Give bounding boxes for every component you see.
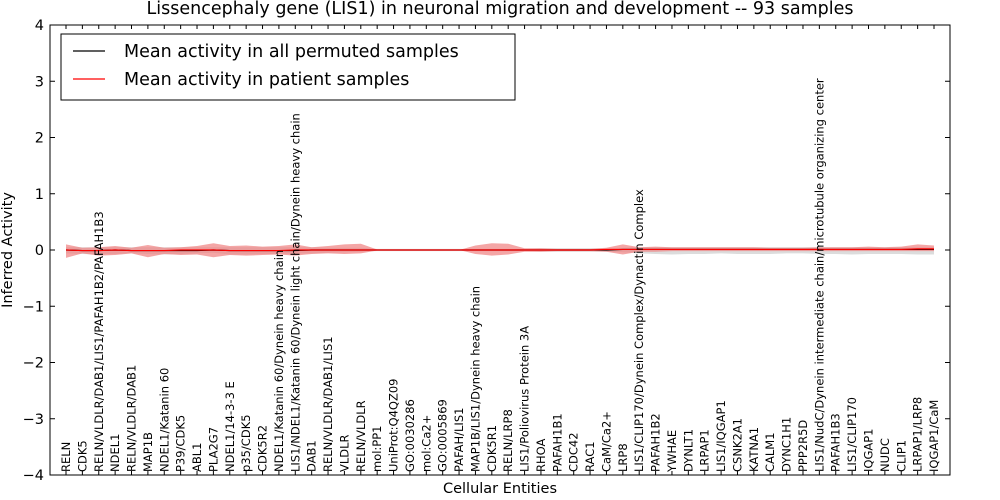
x-tick-label: CLIP1 <box>894 440 908 472</box>
x-tick-label: PAFAH1B2 <box>649 413 663 472</box>
x-tick-label: RELN/VLDLR/DAB1 <box>125 365 139 472</box>
y-tick-label: −2 <box>23 356 44 372</box>
x-tick-label: KATNA1 <box>747 427 761 472</box>
x-tick-label: CDK5R1 <box>485 425 499 472</box>
x-tick-label: IQGAP1 <box>861 429 875 472</box>
x-tick-label: RELN/VLDLR <box>354 400 368 472</box>
x-tick-label: ABL1 <box>190 443 204 472</box>
x-tick-label: CDC42 <box>567 432 581 472</box>
x-tick-label: GO:0005869 <box>436 399 450 472</box>
x-tick-label: RELN/VLDLR/DAB1/LIS1/PAFAH1B2/PAFAH1B3 <box>92 211 106 472</box>
y-tick-label: 3 <box>35 74 44 90</box>
x-tick-label: LIS1/NudC/Dynein intermediate chain/micr… <box>812 78 826 472</box>
legend: Mean activity in all permuted samples Me… <box>60 33 516 101</box>
x-tick-label: RELN/LRP8 <box>501 409 515 472</box>
x-tick-label: P39/CDK5 <box>174 415 188 472</box>
legend-label-permuted: Mean activity in all permuted samples <box>124 42 459 62</box>
legend-label-patient: Mean activity in patient samples <box>124 70 409 90</box>
chart-title: Lissencephaly gene (LIS1) in neuronal mi… <box>147 0 854 19</box>
x-tick-label: NDEL1/Katanin 60 <box>157 368 171 472</box>
x-tick-label: MAP1B/LIS1/Dynein heavy chain <box>468 286 482 472</box>
x-tick-label: PLA2G7 <box>206 427 220 472</box>
x-axis: RELN CDK5 RELN/VLDLR/DAB1/LIS1/PAFAH1B2/PA… <box>59 25 941 475</box>
x-tick-label: RELN/VLDLR/DAB1/LIS1 <box>321 336 335 472</box>
x-tick-label: RHOA <box>534 439 548 472</box>
x-tick-label: YWHAE <box>665 430 679 473</box>
x-tick-label: LRPAP1/LRP8 <box>911 397 925 472</box>
x-tick-label: CDK5R2 <box>256 425 270 472</box>
x-tick-label: NDEL1/Katanin 60/Dynein heavy chain <box>272 250 286 472</box>
x-tick-label: DAB1 <box>305 440 319 472</box>
x-axis-label: Cellular Entities <box>443 481 557 497</box>
x-tick-label: DYNC1H1 <box>780 417 794 472</box>
x-tick-label: LRPAP1 <box>698 429 712 472</box>
x-tick-label: NUDC <box>878 438 892 472</box>
x-tick-label: CaM/Ca2+ <box>599 411 613 472</box>
x-tick-label: LRP8 <box>616 443 630 472</box>
y-axis-label: Inferred Activity <box>0 192 16 308</box>
x-tick-label: LIS1/CLIP170/Dynein Complex/Dynactin Com… <box>632 189 646 472</box>
x-tick-label: p35/CDK5 <box>239 414 253 472</box>
x-tick-label: LIS1/IQGAP1 <box>714 400 728 472</box>
x-tick-label: CSNK2A1 <box>730 418 744 472</box>
x-tick-label: CALM1 <box>763 432 777 472</box>
x-tick-label: UniProt:Q4QZ09 <box>387 379 401 472</box>
y-tick-label: 1 <box>35 187 44 203</box>
x-tick-label: LIS1/Poliovirus Protein 3A <box>518 326 532 472</box>
x-tick-label: LIS1/CLIP170 <box>845 397 859 472</box>
x-tick-label: RELN <box>59 442 73 472</box>
x-tick-label: NDEL1 <box>108 434 122 472</box>
x-tick-label: DYNLT1 <box>681 429 695 472</box>
x-tick-label: NDEL1/14-3-3 E <box>223 381 237 472</box>
y-tick-label: −1 <box>23 299 44 315</box>
series-lines <box>65 248 934 252</box>
y-tick-label: −3 <box>23 412 44 428</box>
y-tick-label: 2 <box>35 131 44 147</box>
x-tick-label: CDK5 <box>75 440 89 472</box>
x-tick-label: PAFAH1B3 <box>829 413 843 472</box>
x-tick-label: LIS1/NDEL1/Katanin 60/Dynein light chain… <box>288 113 302 472</box>
legend-box <box>60 33 516 101</box>
x-tick-label: GO:0030286 <box>403 399 417 472</box>
x-tick-label: MAP1B <box>141 432 155 472</box>
x-tick-label: mol:Ca2+ <box>419 415 433 472</box>
x-tick-label: VLDLR <box>337 434 351 472</box>
y-tick-label: 0 <box>35 243 44 259</box>
x-tick-label: IQGAP1/CaM <box>927 400 941 472</box>
x-tick-label: mol:PP1 <box>370 426 384 473</box>
x-tick-label: PAFAH1B1 <box>550 413 564 472</box>
series-line-1 <box>65 248 934 252</box>
y-tick-label: 4 <box>35 18 44 34</box>
y-axis: −4 −3 −2 −1 0 1 2 3 4 <box>23 18 950 484</box>
x-tick-label: RAC1 <box>583 441 597 472</box>
x-tick-label: PPP2R5D <box>796 420 810 472</box>
y-tick-label: −4 <box>23 468 44 484</box>
x-tick-label: PAFAH/LIS1 <box>452 408 466 472</box>
